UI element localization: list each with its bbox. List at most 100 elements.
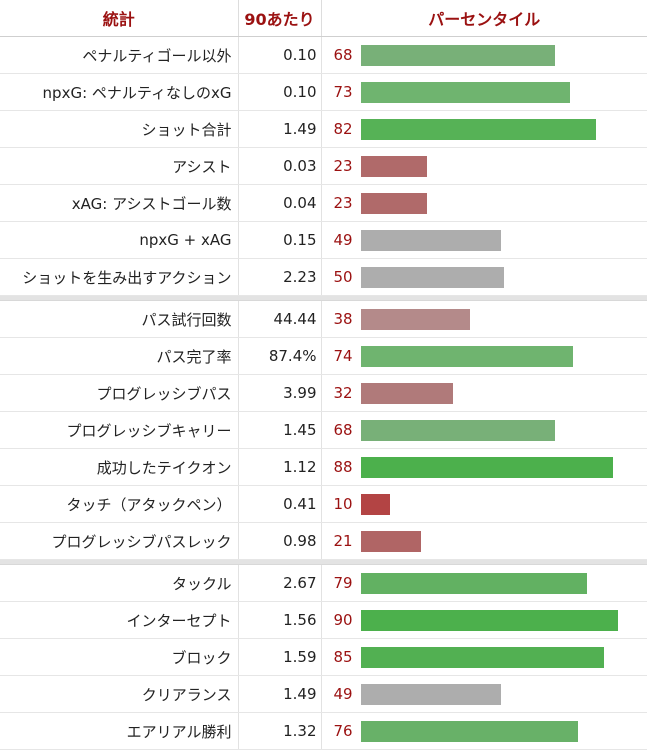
per90-value: 2.67 [237,564,322,602]
table-row: インターセプト 1.56 90 [0,601,647,639]
table-body: ペナルティゴール以外 0.10 68 npxG: ペナルティなしのxG 0.10 73 ショ… [0,36,647,750]
table-row: プログレッシブパス 3.99 32 [0,374,647,412]
per90-value: 44.44 [237,300,322,338]
percentile-cell: 76 [321,712,647,750]
percentile-bar [360,720,578,742]
table-row: xAG: アシストゴール数 0.04 23 [0,184,647,222]
stat-name: ブロック [0,638,238,676]
percentile-value: 73 [333,83,353,101]
header-row: 統計 90あたり パーセンタイル [0,0,647,37]
percentile-cell: 23 [321,184,647,222]
percentile-bar [360,530,421,552]
percentile-bar [360,44,555,66]
percentile-bar [360,229,501,251]
percentile-value: 85 [333,648,353,666]
percentile-cell: 90 [321,601,647,639]
per90-value: 0.04 [237,184,322,222]
per90-value: 0.10 [237,36,322,74]
percentile-value: 74 [333,347,353,365]
per90-value: 0.03 [237,147,322,185]
stat-name: npxG: ペナルティなしのxG [0,73,238,111]
table-row: npxG + xAG 0.15 49 [0,221,647,259]
table-row: プログレッシブキャリー 1.45 68 [0,411,647,449]
table-row: npxG: ペナルティなしのxG 0.10 73 [0,73,647,111]
per90-value: 3.99 [237,374,322,412]
percentile-bar [360,308,470,330]
percentile-cell: 88 [321,448,647,486]
table-row: プログレッシブパスレック 0.98 21 [0,522,647,560]
per90-value: 1.49 [237,110,322,148]
stat-name: クリアランス [0,675,238,713]
stat-name: タックル [0,564,238,602]
percentile-value: 68 [333,421,353,439]
stat-name: アシスト [0,147,238,185]
percentile-cell: 68 [321,36,647,74]
percentile-cell: 10 [321,485,647,523]
table-row: タッチ（アタックペン） 0.41 10 [0,485,647,523]
stat-name: 成功したテイクオン [0,448,238,486]
per90-value: 87.4% [237,337,322,375]
percentile-cell: 38 [321,300,647,338]
group-divider-cell [0,295,647,301]
percentile-cell: 82 [321,110,647,148]
percentile-bar [360,192,427,214]
per90-value: 1.49 [237,675,322,713]
percentile-cell: 73 [321,73,647,111]
table-row: ショットを生み出すアクション 2.23 50 [0,258,647,296]
table-row: パス試行回数 44.44 38 [0,300,647,338]
percentile-value: 23 [333,157,353,175]
percentile-cell: 23 [321,147,647,185]
stat-name: ショットを生み出すアクション [0,258,238,296]
percentile-value: 90 [333,611,353,629]
percentile-cell: 85 [321,638,647,676]
table-row: ブロック 1.59 85 [0,638,647,676]
stat-name: パス試行回数 [0,300,238,338]
percentile-bar [360,81,570,103]
stat-name: プログレッシブキャリー [0,411,238,449]
table-row: クリアランス 1.49 49 [0,675,647,713]
table-row: ショット合計 1.49 82 [0,110,647,148]
per90-value: 1.59 [237,638,322,676]
per90-value: 1.45 [237,411,322,449]
stat-name: プログレッシブパスレック [0,522,238,560]
table-row: タックル 2.67 79 [0,564,647,602]
percentile-bar [360,609,618,631]
per90-value: 2.23 [237,258,322,296]
percentile-value: 50 [333,268,353,286]
stat-name: プログレッシブパス [0,374,238,412]
percentile-bar [360,118,596,140]
table-row: ペナルティゴール以外 0.10 68 [0,36,647,74]
header-per90[interactable]: 90あたり [237,0,322,37]
table-row: 成功したテイクオン 1.12 88 [0,448,647,486]
per90-value: 1.12 [237,448,322,486]
percentile-cell: 49 [321,675,647,713]
stat-name: タッチ（アタックペン） [0,485,238,523]
percentile-cell: 21 [321,522,647,560]
percentile-cell: 68 [321,411,647,449]
percentile-bar [360,382,453,404]
per90-value: 1.32 [237,712,322,750]
percentile-bar [360,456,613,478]
per90-value: 0.10 [237,73,322,111]
stat-name: インターセプト [0,601,238,639]
percentile-bar [360,572,587,594]
percentile-cell: 79 [321,564,647,602]
percentile-value: 38 [333,310,353,328]
percentile-value: 79 [333,574,353,592]
percentile-cell: 74 [321,337,647,375]
percentile-value: 76 [333,722,353,740]
stat-name: エアリアル勝利 [0,712,238,750]
percentile-value: 49 [333,685,353,703]
percentile-value: 88 [333,458,353,476]
header-stat[interactable]: 統計 [0,0,238,37]
per90-value: 0.41 [237,485,322,523]
table-row: アシスト 0.03 23 [0,147,647,185]
per90-value: 0.98 [237,522,322,560]
table-row: パス完了率 87.4% 74 [0,337,647,375]
percentile-value: 10 [333,495,353,513]
stat-name: ペナルティゴール以外 [0,36,238,74]
header-percentile[interactable]: パーセンタイル [321,0,647,37]
per90-value: 0.15 [237,221,322,259]
percentile-bar [360,419,555,441]
